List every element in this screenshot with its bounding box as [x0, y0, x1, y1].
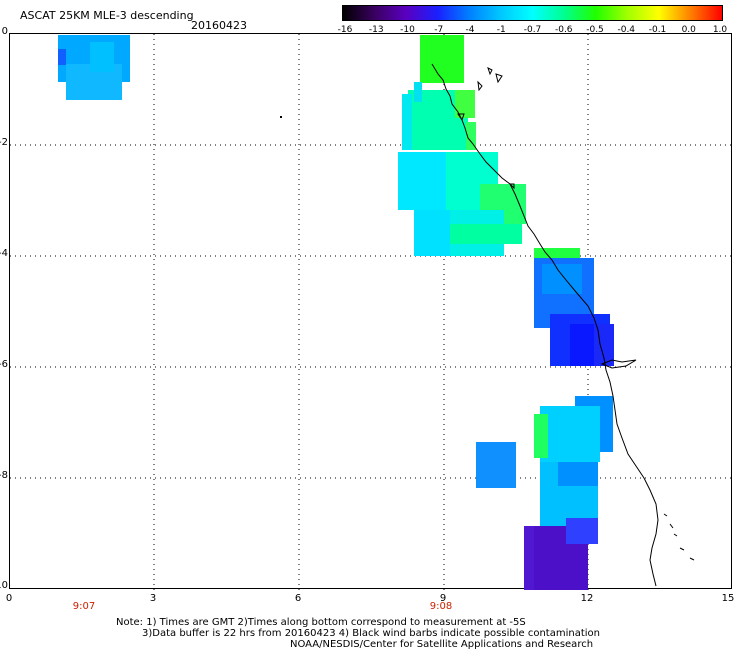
x-tick-3: 9	[439, 593, 447, 604]
island-dot	[280, 116, 282, 118]
coastline-islands	[457, 67, 695, 561]
colorbar-label-9: -0.4	[617, 25, 636, 35]
map-plot-area	[9, 33, 733, 590]
colorbar-labels: -16 -13 -10 -7 -4 -1 -0.7 -0.6 -0.5 -0.4 -0.1 0.0 1.…	[0, 25, 740, 39]
swath-lower	[476, 396, 613, 590]
y-tick-0: 0	[1, 26, 8, 37]
y-tick-4: -8	[0, 470, 8, 481]
note-line-3: NOAA/NESDIS/Center for Satellite Applica…	[290, 639, 594, 650]
map-canvas	[10, 34, 733, 590]
y-tick-1: -2	[0, 137, 8, 148]
x-tick-2: 6	[294, 593, 302, 604]
colorbar-label-2: -10	[400, 25, 415, 35]
x-tick-4: 12	[580, 593, 594, 604]
swath-middle	[534, 248, 614, 366]
grid-lines	[10, 34, 733, 590]
colorbar-label-1: -13	[368, 25, 384, 35]
colorbar-label-0: -16	[337, 25, 353, 35]
note-line-2: 3)Data buffer is 22 hrs from 20160423 4)…	[142, 628, 600, 639]
colorbar-label-10: -0.1	[648, 25, 667, 35]
colorbar-label-6: -0.7	[523, 25, 542, 35]
y-tick-5: -10	[0, 580, 8, 591]
x-tick-1: 3	[149, 593, 157, 604]
colorbar-label-11: 0.0	[681, 25, 696, 35]
map-date: 20160423	[191, 19, 247, 32]
colorbar-label-4: -4	[465, 25, 475, 35]
y-tick-3: -6	[0, 359, 8, 370]
time-label-0: 9:07	[72, 601, 96, 612]
colorbar-label-12: 1.0	[712, 25, 728, 35]
colorbar-label-7: -0.6	[554, 25, 573, 35]
colorbar-label-3: -7	[434, 25, 444, 35]
swath-north	[398, 35, 526, 256]
y-tick-2: -4	[0, 248, 8, 259]
x-tick-0: 0	[5, 593, 13, 604]
map-title: ASCAT 25KM MLE-3 descending	[20, 9, 194, 22]
colorbar-label-5: -1	[496, 25, 506, 35]
x-tick-5: 15	[721, 593, 735, 604]
colorbar-label-8: -0.5	[586, 25, 604, 35]
note-line-1: Note: 1) Times are GMT 2)Times along bot…	[116, 617, 526, 628]
time-label-1: 9:08	[429, 601, 453, 612]
swath-top-left	[58, 35, 130, 100]
colorbar	[342, 5, 723, 21]
coastline	[431, 63, 659, 587]
